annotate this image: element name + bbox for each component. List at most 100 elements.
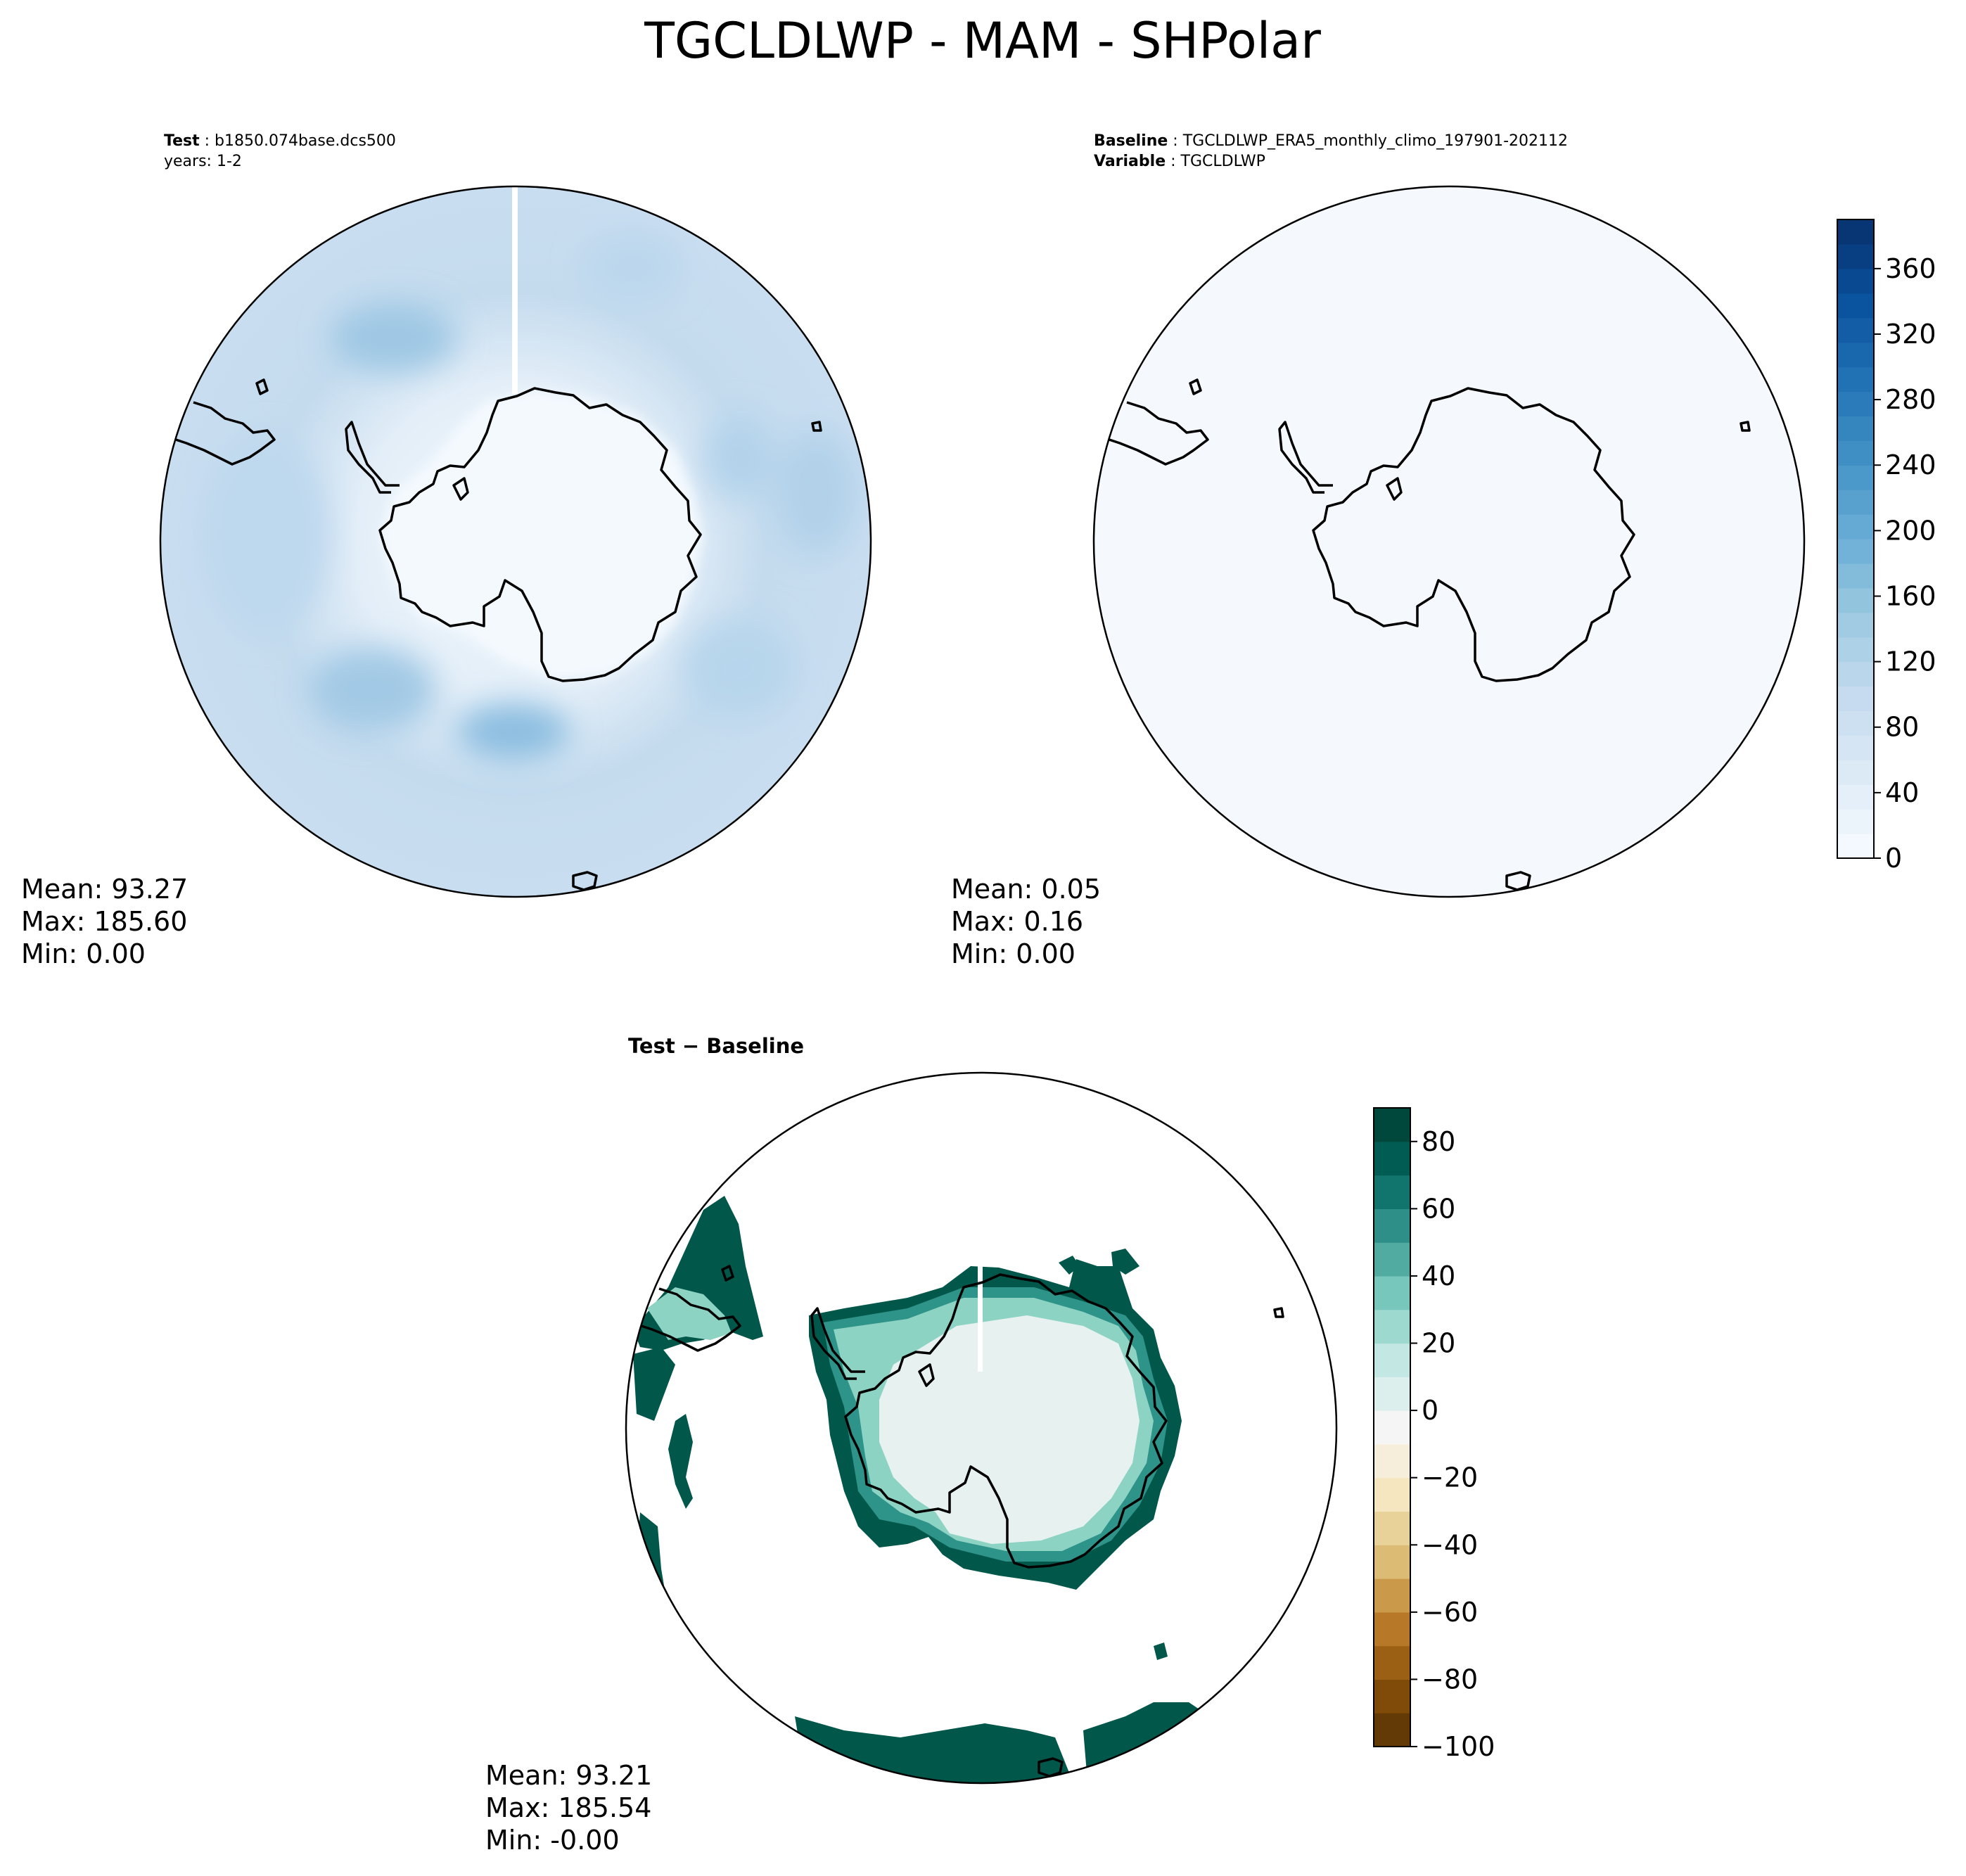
colorbar-tick-label: 80 <box>1422 1126 1455 1157</box>
colorbar-tick-label: −80 <box>1422 1664 1478 1695</box>
colorbar-tick-label: 240 <box>1885 449 1936 480</box>
colorbar-tick-label: 160 <box>1885 580 1936 611</box>
colorbar-tick-label: 320 <box>1885 319 1936 350</box>
diff-map-field <box>626 1073 1336 1783</box>
colorbar-level <box>1837 784 1874 810</box>
colorbar-level <box>1837 440 1874 466</box>
colorbar-level <box>1374 1443 1410 1479</box>
colorbar-level <box>1837 735 1874 760</box>
colorbar-level <box>1837 366 1874 393</box>
colorbar-tick-label: 0 <box>1422 1395 1438 1426</box>
test-label-bold: Test <box>164 132 200 150</box>
colorbar-level <box>1374 1175 1410 1209</box>
baseline-label-bold: Baseline <box>1094 132 1168 150</box>
test-label-text: b1850.074base.dcs500 <box>215 132 396 150</box>
test-map-boundary <box>159 185 872 898</box>
diff-map-boundary <box>625 1071 1338 1785</box>
colorbar-level <box>1837 563 1874 589</box>
baseline-panel: Baseline : TGCLDLWP_ERA5_monthly_climo_1… <box>951 132 1936 969</box>
test-years-label: years: 1-2 <box>164 153 242 170</box>
colorbar-level <box>1837 490 1874 515</box>
baseline-variable-label: Variable : TGCLDLWP <box>1094 153 1265 170</box>
diff-panel: Test − Baseline <box>485 1034 1495 1856</box>
colorbar-level <box>1837 686 1874 712</box>
colorbar-tick-label: 40 <box>1885 777 1919 808</box>
colorbar-level <box>1374 1679 1410 1714</box>
baseline-label: Baseline : TGCLDLWP_ERA5_monthly_climo_1… <box>1094 132 1568 150</box>
colorbar-level <box>1837 514 1874 540</box>
colorbar-level <box>1837 416 1874 441</box>
baseline-mean: Mean: 0.05 <box>951 874 1101 905</box>
colorbar-level <box>1837 465 1874 490</box>
colorbar-level <box>1374 1141 1410 1176</box>
colorbar-level <box>1837 760 1874 785</box>
colorbar-level <box>1374 1477 1410 1512</box>
diverging-colorbar: −100 −80 −60 −40 −20 0 20 40 60 80 <box>1373 1107 1495 1762</box>
colorbar-tick-label: 80 <box>1885 712 1919 743</box>
colorbar-level <box>1374 1309 1410 1344</box>
test-map-field <box>160 186 871 897</box>
colorbar-level <box>1374 1545 1410 1579</box>
baseline-coastline <box>1109 378 1751 891</box>
colorbar-tick-label: 280 <box>1885 384 1936 415</box>
blues-colorbar: 0 40 80 120 160 200 240 280 320 360 <box>1837 219 1936 874</box>
colorbar-tick-label: 360 <box>1885 253 1936 284</box>
figure-title: TGCLDLWP - MAM - SHPolar <box>644 12 1321 70</box>
colorbar-level <box>1374 1511 1410 1545</box>
baseline-map-field <box>1092 185 1806 898</box>
diff-coastline <box>641 1265 1284 1778</box>
colorbar-level <box>1837 809 1874 834</box>
colorbar-level <box>1837 637 1874 663</box>
colorbar-level <box>1374 1208 1410 1243</box>
baseline-max: Max: 0.16 <box>951 906 1083 937</box>
test-max: Max: 185.60 <box>21 906 187 937</box>
diff-min: Min: -0.00 <box>485 1825 620 1856</box>
test-panel: Test : b1850.074base.dcs500 years: 1-2 <box>21 132 872 969</box>
baseline-variable-bold: Variable <box>1094 153 1166 170</box>
colorbar-level <box>1374 1275 1410 1310</box>
colorbar-tick-label: −20 <box>1422 1462 1478 1493</box>
colorbar-level <box>1374 1410 1410 1445</box>
colorbar-level <box>1837 243 1874 269</box>
colorbar-level <box>1837 834 1874 859</box>
diff-max: Max: 185.54 <box>485 1792 651 1823</box>
colorbar-level <box>1837 219 1874 245</box>
diff-title: Test − Baseline <box>628 1034 804 1058</box>
colorbar-level <box>1837 612 1874 638</box>
colorbar-tick-label: 60 <box>1422 1193 1455 1224</box>
colorbar-level <box>1374 1645 1410 1680</box>
colorbar-level <box>1837 661 1874 687</box>
colorbar-level <box>1374 1377 1410 1411</box>
colorbar-level <box>1837 293 1874 319</box>
colorbar-level <box>1374 1612 1410 1647</box>
colorbar-tick-label: 20 <box>1422 1328 1455 1359</box>
colorbar-tick-label: 40 <box>1422 1261 1455 1291</box>
colorbar-tick-label: −60 <box>1422 1597 1478 1628</box>
colorbar-level <box>1374 1242 1410 1277</box>
colorbar-tick-label: 0 <box>1885 843 1902 874</box>
colorbar-level <box>1374 1713 1410 1747</box>
colorbar-tick-label: −40 <box>1422 1529 1478 1560</box>
colorbar-tick-label: 120 <box>1885 646 1936 677</box>
colorbar-level <box>1374 1343 1410 1377</box>
colorbar-level <box>1837 268 1874 294</box>
colorbar-level <box>1837 342 1874 368</box>
colorbar-tick-label: 200 <box>1885 515 1936 546</box>
diff-mean: Mean: 93.21 <box>485 1760 652 1791</box>
colorbar-level <box>1837 539 1874 564</box>
colorbar-level <box>1837 587 1874 613</box>
colorbar-level <box>1374 1108 1410 1142</box>
test-mean: Mean: 93.27 <box>21 874 188 905</box>
colorbar-level <box>1837 391 1874 416</box>
test-coastline <box>175 378 822 891</box>
baseline-label-text: TGCLDLWP_ERA5_monthly_climo_197901-20211… <box>1182 132 1568 150</box>
colorbar-level <box>1374 1578 1410 1613</box>
test-min: Min: 0.00 <box>21 938 146 969</box>
baseline-variable-text: TGCLDLWP <box>1180 153 1265 170</box>
colorbar-level <box>1837 317 1874 343</box>
baseline-min: Min: 0.00 <box>951 938 1075 969</box>
colorbar-tick-label: −100 <box>1422 1731 1495 1762</box>
colorbar-level <box>1837 710 1874 736</box>
test-label: Test : b1850.074base.dcs500 <box>164 132 396 150</box>
